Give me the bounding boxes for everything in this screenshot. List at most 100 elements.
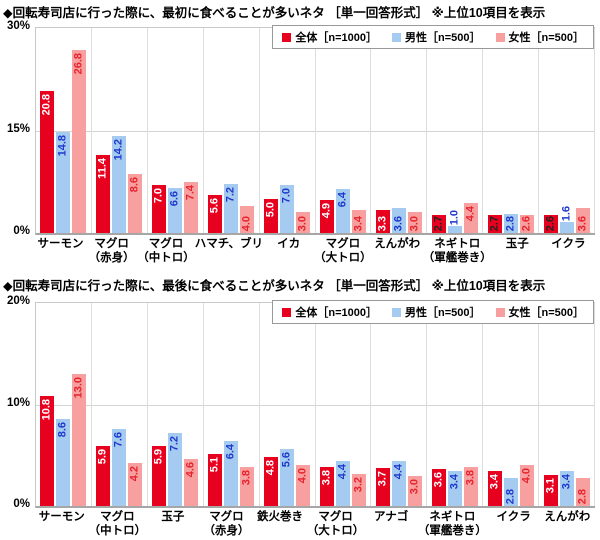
bar-value-label: 2.8 (504, 488, 517, 504)
category-group: 3.8 4.4 3.2 (316, 303, 372, 506)
bar-value-label: 10.8 (40, 399, 53, 421)
bar: 3.8 (463, 467, 478, 506)
bar-value-label: 4.9 (320, 203, 333, 219)
category-label: 玉子 (505, 238, 529, 250)
bar-value-label: 3.4 (352, 215, 365, 231)
bar: 5.1 (208, 454, 223, 506)
bar-value-label: 5.6 (280, 452, 293, 468)
plot-area: 全体［n=1000］ 男性［n=500］ 女性［n=500］ 10.8 8.6 13.0… (35, 300, 596, 508)
bar: 2.6 (519, 215, 534, 233)
bar-value-label: 3.8 (240, 470, 253, 486)
bar: 2.8 (503, 214, 518, 233)
bar-value-label: 2.6 (544, 215, 557, 231)
y-axis-tick-label: 30% (6, 20, 30, 32)
bar-value-label: 6.6 (168, 191, 181, 207)
bar-value-label: 3.6 (432, 472, 445, 488)
bar: 13.0 (72, 374, 87, 506)
x-axis-labels: サーモン マグロ （中トロ） 玉子 マグロ （赤身） 鉄火巻き マグロ （大トロ） アナゴ ネギトロ… (35, 510, 594, 539)
category-group: 3.6 3.4 3.8 (427, 303, 484, 506)
plot-area: 全体［n=1000］ 男性［n=500］ 女性［n=500］ 20.8 14.8 26.… (35, 25, 596, 235)
bar-value-label: 3.4 (488, 474, 501, 490)
bar: 3.7 (375, 468, 390, 506)
category-label: ハマチ、ブリ (194, 238, 264, 250)
bar-value-label: 4.4 (392, 464, 405, 480)
bar: 5.9 (152, 446, 167, 506)
bar-value-label: 1.0 (448, 209, 461, 225)
bar: 26.8 (72, 50, 87, 233)
bar: 3.0 (407, 476, 422, 506)
bar: 3.4 (487, 471, 502, 506)
bar-value-label: 8.6 (56, 422, 69, 438)
bar-value-label: 4.4 (336, 464, 349, 480)
bar: 1.6 (559, 206, 574, 233)
category-label: マグロ （大トロ） (306, 511, 365, 538)
legend-swatch (392, 32, 401, 42)
legend-item: 女性［n=500］ (495, 304, 585, 320)
bar: 4.4 (463, 203, 478, 233)
bar: 3.6 (575, 208, 590, 233)
bar-value-label: 2.6 (520, 215, 533, 231)
legend-label: 男性［n=500］ (405, 307, 481, 319)
bar-value-label: 3.6 (392, 215, 405, 231)
bar: 3.0 (407, 212, 422, 233)
bar: 20.8 (40, 91, 55, 233)
bar: 7.0 (280, 185, 295, 233)
chart-title: ◆回転寿司店に行った際に、最初に食べることが多いネタ ［単一回答形式］ ※上位1… (3, 6, 546, 20)
bar: 5.9 (96, 446, 111, 506)
bar: 3.3 (375, 210, 390, 233)
bar-value-label: 11.4 (96, 158, 109, 179)
bar: 8.6 (56, 419, 71, 506)
bar: 3.4 (351, 210, 366, 233)
bar-value-label: 14.8 (56, 135, 69, 157)
bar-value-label: 4.4 (464, 206, 477, 222)
category-group: 10.8 8.6 13.0 (36, 303, 92, 506)
legend-item: 男性［n=500］ (392, 29, 481, 45)
bar-value-label: 26.8 (72, 53, 85, 75)
bar-value-label: 3.0 (408, 215, 421, 231)
bar: 6.4 (335, 189, 350, 233)
bar: 6.6 (168, 188, 183, 233)
bar: 3.8 (319, 467, 334, 506)
bar-value-label: 7.6 (112, 432, 125, 448)
bar: 2.8 (503, 478, 518, 506)
bar: 3.6 (431, 469, 446, 506)
y-axis-tick-label: 10% (6, 396, 30, 409)
bar: 5.6 (208, 195, 223, 233)
category-label: イクラ (551, 238, 586, 250)
category-label: サーモン (37, 238, 84, 250)
bar-value-label: 3.3 (376, 215, 389, 231)
legend-swatch (282, 32, 292, 42)
bar-value-label: 3.6 (576, 215, 589, 231)
bar: 7.0 (152, 185, 167, 233)
bar: 7.6 (112, 429, 127, 506)
category-label: マグロ （赤身） (203, 511, 250, 538)
bar-value-label: 8.6 (128, 177, 141, 193)
bar: 7.4 (184, 182, 199, 233)
legend-label: 女性［n=500］ (508, 307, 585, 319)
bar: 10.8 (40, 396, 55, 506)
category-label: イクラ (496, 511, 531, 523)
bar-value-label: 5.1 (208, 457, 221, 473)
bar: 14.2 (112, 136, 127, 233)
legend-label: 男性［n=500］ (405, 32, 481, 44)
category-group: 3.4 2.8 4.0 (483, 303, 540, 506)
category-group: 20.8 14.8 26.8 (36, 28, 92, 233)
category-group: 2.7 2.8 2.6 (483, 28, 540, 233)
bar-value-label: 3.2 (352, 477, 365, 493)
legend-item: 全体［n=1000］ (282, 29, 377, 45)
category-label: 鉄火巻き (257, 511, 304, 523)
category-label: マグロ （中トロ） (88, 511, 147, 538)
bar: 8.6 (128, 174, 143, 233)
category-group: 7.0 6.6 7.4 (148, 28, 204, 233)
bar-value-label: 3.8 (320, 470, 333, 486)
category-group: 3.1 3.4 2.8 (539, 303, 596, 506)
category-group: 2.7 1.0 4.4 (427, 28, 484, 233)
category-group: 5.6 7.2 4.0 (204, 28, 260, 233)
category-label: マグロ （中トロ） (137, 238, 195, 265)
bar-value-label: 6.4 (336, 192, 349, 208)
bar: 4.0 (519, 465, 534, 506)
chart-title: ◆回転寿司店に行った際に、最後に食べることが多いネタ ［単一回答形式］ ※上位1… (3, 279, 546, 293)
bar-value-label: 3.4 (448, 474, 461, 490)
legend: 全体［n=1000］ 男性［n=500］ 女性［n=500］ (272, 300, 594, 324)
